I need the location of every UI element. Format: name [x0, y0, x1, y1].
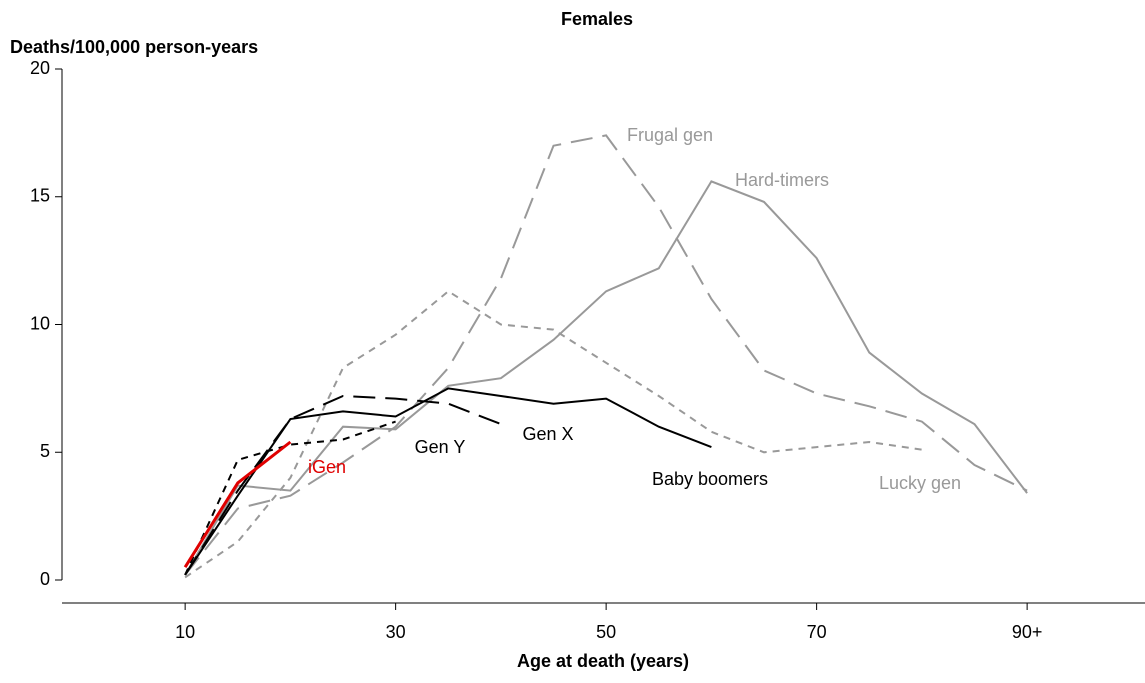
y-tick-label: 0: [40, 569, 50, 589]
series-label: Frugal gen: [627, 125, 713, 145]
x-tick-label: 30: [386, 622, 406, 642]
series-line: [184, 387, 712, 576]
series-line: [184, 180, 1028, 576]
x-tick-label: 90+: [1012, 622, 1043, 642]
series-label: Gen Y: [415, 437, 466, 457]
series-line: [183, 440, 292, 568]
series-line: [184, 420, 396, 576]
series-label: Lucky gen: [879, 473, 961, 493]
series-line: [184, 134, 1028, 576]
series-line: [184, 394, 502, 576]
y-tick-label: 5: [40, 441, 50, 461]
series-label: Baby boomers: [652, 469, 768, 489]
series-line: [184, 290, 923, 579]
x-tick-label: 70: [807, 622, 827, 642]
series-label: Hard-timers: [735, 170, 829, 190]
chart-title: Females: [561, 9, 633, 29]
x-axis-label: Age at death (years): [517, 651, 689, 671]
y-axis-label: Deaths/100,000 person-years: [10, 37, 258, 57]
y-tick-label: 15: [30, 186, 50, 206]
series-label: Gen X: [522, 424, 573, 444]
y-tick-label: 20: [30, 58, 50, 78]
y-tick-label: 10: [30, 313, 50, 333]
series-label: iGen: [308, 457, 346, 477]
x-tick-label: 10: [175, 622, 195, 642]
x-tick-label: 50: [596, 622, 616, 642]
